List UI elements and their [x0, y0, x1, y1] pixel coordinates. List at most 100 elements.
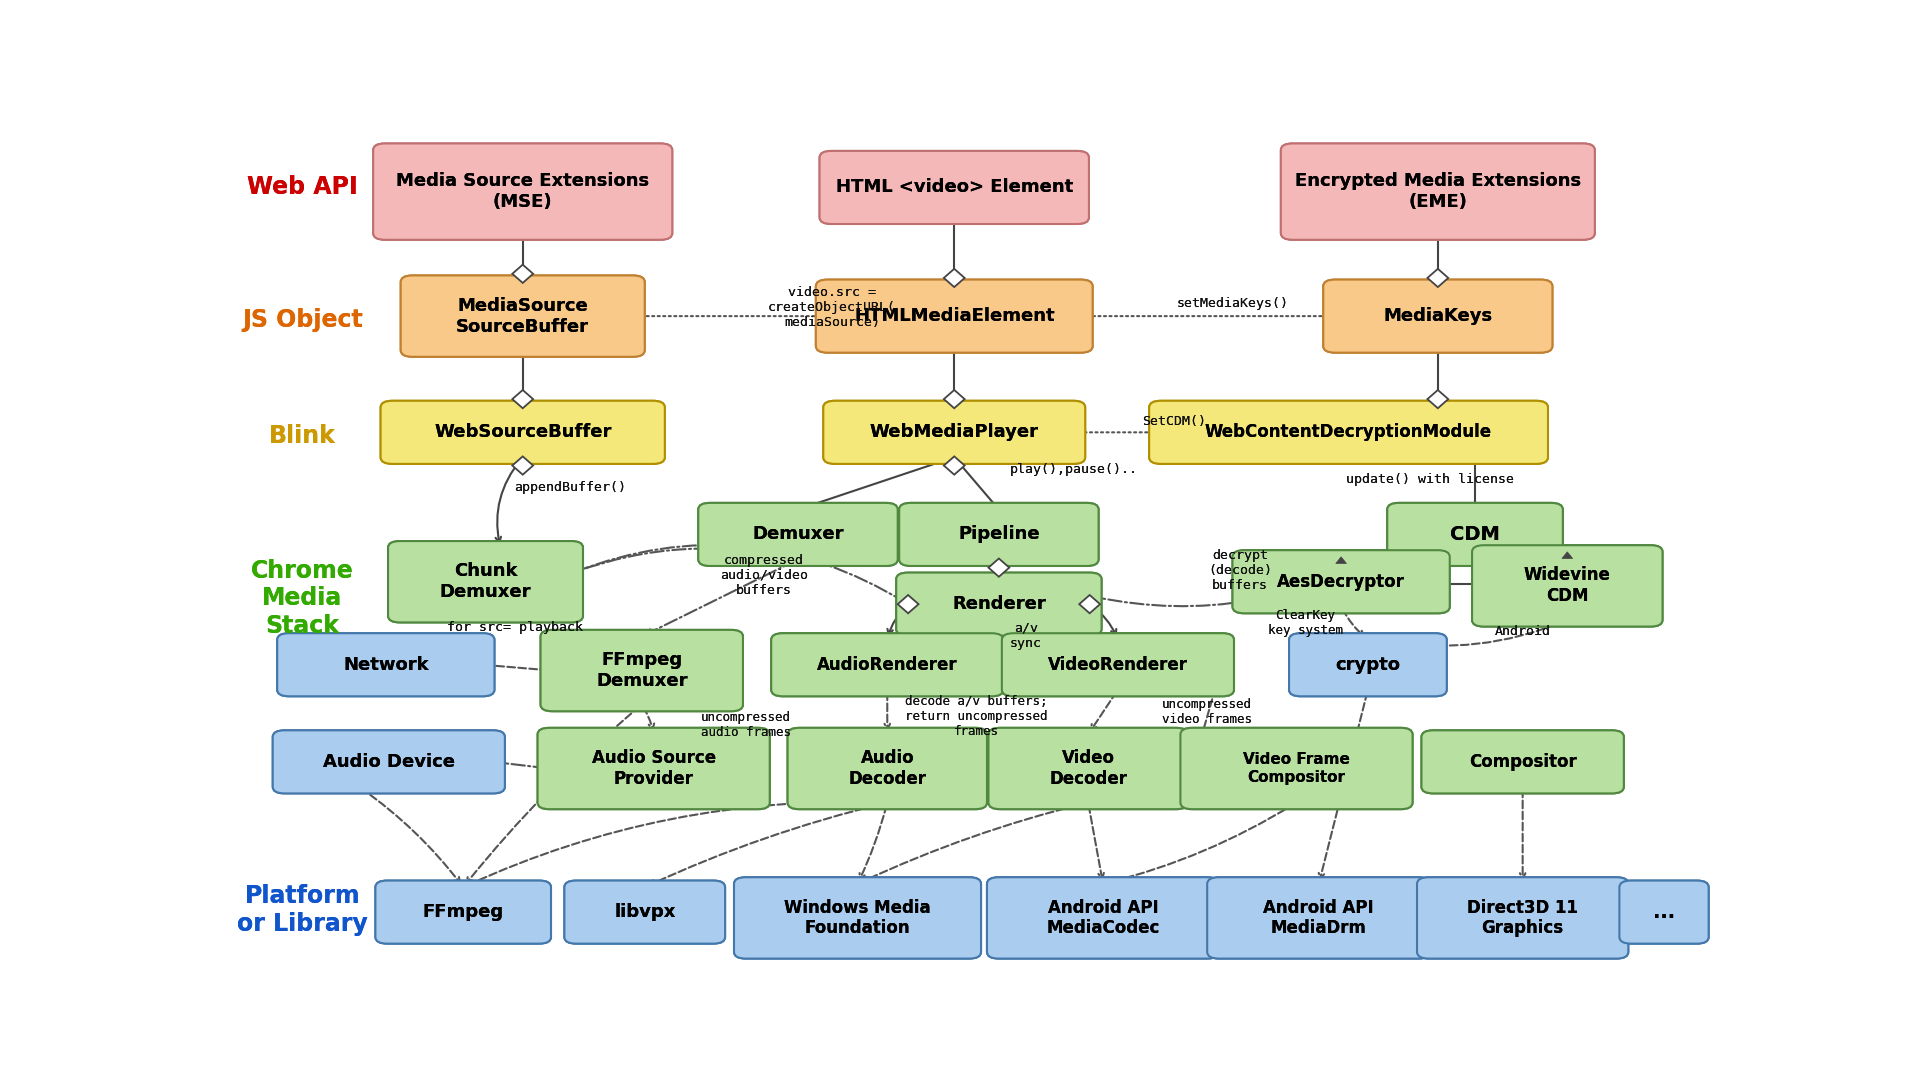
Text: VideoRenderer: VideoRenderer	[1048, 655, 1188, 674]
FancyBboxPatch shape	[276, 633, 495, 696]
Text: crypto: crypto	[1336, 655, 1400, 674]
Text: Demuxer: Demuxer	[753, 525, 843, 543]
Text: libvpx: libvpx	[614, 903, 676, 921]
Polygon shape	[989, 558, 1010, 577]
Text: play(),pause()..: play(),pause()..	[1010, 464, 1137, 476]
Text: update() with license: update() with license	[1346, 473, 1515, 486]
Polygon shape	[513, 265, 534, 282]
Text: ...: ...	[1653, 902, 1674, 922]
Text: Encrypted Media Extensions
(EME): Encrypted Media Extensions (EME)	[1294, 172, 1580, 211]
Text: Renderer: Renderer	[952, 595, 1046, 613]
FancyBboxPatch shape	[787, 728, 987, 810]
Text: Chunk
Demuxer: Chunk Demuxer	[440, 563, 532, 602]
FancyBboxPatch shape	[1473, 545, 1663, 626]
FancyBboxPatch shape	[897, 572, 1102, 636]
Text: uncompressed
audio frames: uncompressed audio frames	[701, 711, 791, 740]
Text: Video
Decoder: Video Decoder	[1048, 749, 1127, 788]
Polygon shape	[899, 595, 918, 613]
FancyBboxPatch shape	[1417, 877, 1628, 958]
Polygon shape	[1563, 552, 1572, 558]
Text: libvpx: libvpx	[614, 903, 676, 921]
Text: AudioRenderer: AudioRenderer	[818, 655, 958, 674]
FancyBboxPatch shape	[538, 728, 770, 810]
Text: Audio
Decoder: Audio Decoder	[849, 749, 925, 788]
Text: WebContentDecryptionModule: WebContentDecryptionModule	[1206, 424, 1492, 441]
Text: a/v
sync: a/v sync	[1010, 622, 1043, 650]
Text: Blink: Blink	[269, 425, 336, 448]
Text: WebMediaPlayer: WebMediaPlayer	[870, 424, 1039, 441]
FancyBboxPatch shape	[1288, 633, 1448, 696]
Text: update() with license: update() with license	[1346, 473, 1515, 486]
FancyBboxPatch shape	[1323, 279, 1553, 353]
Text: Media Source Extensions
(MSE): Media Source Extensions (MSE)	[396, 172, 649, 211]
Text: Web API: Web API	[248, 176, 357, 199]
Text: Android API
MediaDrm: Android API MediaDrm	[1263, 899, 1375, 937]
Text: Chrome
Media
Stack: Chrome Media Stack	[252, 558, 353, 638]
Text: JS Object: JS Object	[242, 308, 363, 332]
Polygon shape	[1427, 390, 1448, 409]
FancyBboxPatch shape	[1002, 633, 1235, 696]
Text: MediaKeys: MediaKeys	[1382, 307, 1492, 326]
Text: FFmpeg
Demuxer: FFmpeg Demuxer	[595, 651, 687, 690]
Polygon shape	[945, 268, 964, 287]
Text: HTMLMediaElement: HTMLMediaElement	[854, 307, 1054, 326]
Text: Android API
MediaCodec: Android API MediaCodec	[1046, 899, 1160, 937]
Text: MediaSource
SourceBuffer: MediaSource SourceBuffer	[457, 296, 589, 335]
FancyBboxPatch shape	[824, 401, 1085, 464]
Text: for src= playback: for src= playback	[447, 621, 584, 634]
FancyBboxPatch shape	[1281, 143, 1596, 239]
FancyBboxPatch shape	[989, 728, 1188, 810]
Text: WebSourceBuffer: WebSourceBuffer	[434, 424, 611, 441]
Polygon shape	[513, 390, 534, 409]
Text: Network: Network	[344, 655, 428, 674]
FancyBboxPatch shape	[1421, 730, 1624, 793]
Text: Video
Decoder: Video Decoder	[1048, 749, 1127, 788]
Text: WebContentDecryptionModule: WebContentDecryptionModule	[1206, 424, 1492, 441]
FancyBboxPatch shape	[380, 401, 664, 464]
FancyBboxPatch shape	[772, 633, 1004, 696]
Text: Network: Network	[344, 655, 428, 674]
Text: Compositor: Compositor	[1469, 752, 1576, 771]
FancyBboxPatch shape	[401, 276, 645, 357]
Text: setMediaKeys(): setMediaKeys()	[1177, 298, 1288, 310]
FancyBboxPatch shape	[1323, 279, 1553, 353]
Text: AudioRenderer: AudioRenderer	[818, 655, 958, 674]
Text: Pipeline: Pipeline	[958, 525, 1041, 543]
Polygon shape	[513, 456, 534, 474]
FancyBboxPatch shape	[899, 503, 1098, 566]
Text: Android: Android	[1494, 625, 1551, 638]
Text: for src= playback: for src= playback	[447, 621, 584, 634]
Text: Android: Android	[1494, 625, 1551, 638]
FancyBboxPatch shape	[1150, 401, 1548, 464]
FancyBboxPatch shape	[541, 630, 743, 711]
Text: Video Frame
Compositor: Video Frame Compositor	[1242, 752, 1350, 785]
Text: setMediaKeys(): setMediaKeys()	[1177, 298, 1288, 310]
FancyBboxPatch shape	[787, 728, 987, 810]
FancyBboxPatch shape	[538, 728, 770, 810]
Text: Windows Media
Foundation: Windows Media Foundation	[783, 899, 931, 937]
Text: MediaSource
SourceBuffer: MediaSource SourceBuffer	[457, 296, 589, 335]
Text: compressed
audio/video
buffers: compressed audio/video buffers	[720, 554, 808, 596]
Text: Pipeline: Pipeline	[958, 525, 1041, 543]
Text: Android API
MediaDrm: Android API MediaDrm	[1263, 899, 1375, 937]
Text: HTMLMediaElement: HTMLMediaElement	[854, 307, 1054, 326]
Text: VideoRenderer: VideoRenderer	[1048, 655, 1188, 674]
Text: a/v
sync: a/v sync	[1010, 622, 1043, 650]
FancyBboxPatch shape	[1181, 728, 1413, 810]
FancyBboxPatch shape	[388, 541, 584, 622]
Text: decrypt
(decode)
buffers: decrypt (decode) buffers	[1208, 550, 1271, 593]
FancyBboxPatch shape	[1150, 401, 1548, 464]
Text: ...: ...	[1653, 902, 1674, 922]
FancyBboxPatch shape	[1288, 633, 1448, 696]
FancyBboxPatch shape	[372, 143, 672, 239]
FancyBboxPatch shape	[772, 633, 1004, 696]
FancyBboxPatch shape	[733, 877, 981, 958]
FancyBboxPatch shape	[1208, 877, 1430, 958]
Text: CDM: CDM	[1450, 525, 1500, 544]
Text: Video Frame
Compositor: Video Frame Compositor	[1242, 752, 1350, 785]
FancyBboxPatch shape	[380, 401, 664, 464]
Text: HTML <video> Element: HTML <video> Element	[835, 179, 1073, 196]
Text: decrypt
(decode)
buffers: decrypt (decode) buffers	[1208, 550, 1271, 593]
FancyBboxPatch shape	[816, 279, 1092, 353]
Text: Windows Media
Foundation: Windows Media Foundation	[783, 899, 931, 937]
